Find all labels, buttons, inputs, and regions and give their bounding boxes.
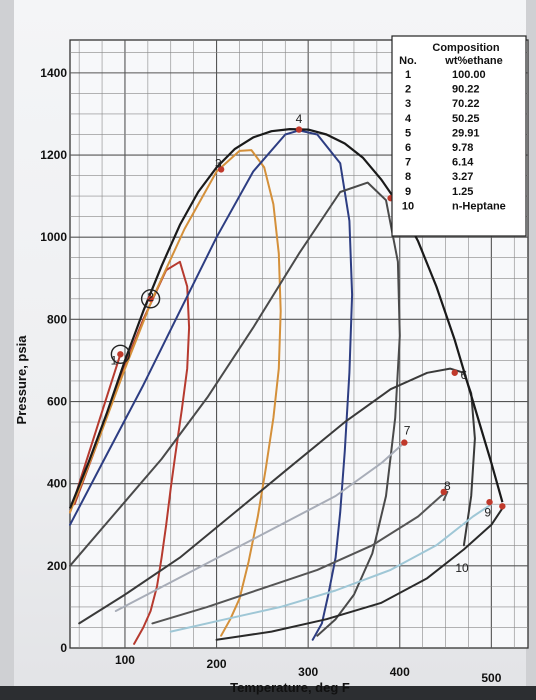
critical-point: [486, 498, 493, 506]
x-tick-label: 200: [207, 657, 227, 671]
y-tick-label: 1400: [40, 66, 67, 80]
curve-label: 8: [444, 479, 451, 493]
x-axis-label: Temperature, deg F: [230, 680, 350, 695]
legend-col-no: No.: [399, 55, 417, 67]
x-tick-labels: 100 200 300 400 500: [115, 653, 502, 685]
legend-title: Composition: [432, 42, 499, 54]
legend-row-value: 1.25: [452, 186, 473, 198]
legend-row-value: 3.27: [452, 171, 473, 183]
legend-row-value: 50.25: [452, 113, 480, 125]
critical-points: [110, 126, 506, 510]
curve-label: 4: [296, 112, 303, 126]
y-tick-label: 0: [60, 641, 67, 655]
x-tick-label: 400: [390, 665, 410, 679]
legend-row-no: 3: [405, 98, 411, 110]
y-tick-label: 600: [47, 395, 67, 409]
critical-point: [295, 126, 303, 133]
curve-label: 2: [147, 290, 154, 304]
legend-row-no: 1: [405, 69, 411, 81]
series-4-curve: [69, 129, 354, 641]
curve-label: 10: [455, 561, 469, 575]
monitor-bezel-right: [526, 0, 536, 700]
curve-label: 1: [111, 354, 118, 368]
series-7-curve: [114, 441, 406, 612]
legend-row-no: 7: [405, 157, 411, 169]
legend-row-no: 9: [405, 186, 411, 198]
legend-box: [391, 35, 527, 237]
x-tick-label: 100: [115, 653, 135, 667]
series-6-curve: [78, 367, 476, 625]
legend-row-no: 4: [405, 113, 412, 125]
series-5-curve: [69, 181, 401, 637]
curve-label: 9: [484, 506, 491, 520]
y-tick-label: 200: [47, 559, 67, 573]
critical-point-ring: [110, 344, 131, 364]
y-tick-label: 1000: [40, 230, 67, 244]
critical-point-ring: [140, 289, 161, 309]
critical-point: [499, 503, 506, 510]
y-tick-label: 800: [47, 312, 67, 326]
legend: Composition No. wt%ethane 1 100.00 2 90.22 3…: [391, 35, 527, 237]
monitor-bezel-left: [0, 0, 14, 700]
y-tick-label: 400: [47, 477, 67, 491]
y-tick-label: 1200: [40, 148, 67, 162]
critical-point: [451, 369, 458, 376]
legend-row-value: 70.22: [452, 98, 480, 110]
curves: [68, 128, 504, 645]
curve-label: 3: [215, 156, 222, 170]
x-tick-label: 300: [298, 665, 318, 679]
legend-row-no: 2: [405, 84, 411, 96]
legend-row-no: 8: [405, 171, 411, 183]
critical-point: [401, 439, 408, 446]
legend-row-value: 6.14: [452, 157, 474, 169]
legend-row-value: 90.22: [452, 84, 480, 96]
critical-point: [147, 295, 154, 303]
legend-row-value: 29.91: [452, 127, 480, 139]
y-tick-labels: 0 200 400 600 800 1000 1200 1400: [40, 66, 67, 655]
legend-row-no: 5: [405, 127, 411, 139]
critical-locus-envelope: [68, 128, 504, 509]
series-9-curve: [169, 503, 493, 633]
legend-row-value: 9.78: [452, 142, 473, 154]
legend-row-value: n-Heptane: [452, 200, 506, 212]
critical-point: [440, 488, 447, 496]
monitor-bezel-bottom: [0, 686, 536, 700]
legend-col-value: wt%ethane: [444, 55, 502, 67]
critical-point: [117, 351, 124, 358]
legend-row-no: 6: [405, 142, 411, 154]
critical-point: [217, 166, 225, 173]
legend-row-value: 100.00: [452, 69, 486, 81]
y-axis-label: Pressure, psia: [14, 335, 29, 425]
series-3-curve: [69, 149, 282, 637]
curve-label: 6: [461, 368, 468, 382]
series-10-curve: [215, 507, 504, 641]
x-tick-label: 500: [481, 671, 501, 685]
legend-rows: 1 100.00 2 90.22 3 70.22 4 50.25 5 29.91 6 9.78 7 6.1…: [402, 69, 506, 212]
curve-label: 7: [404, 423, 411, 437]
legend-row-no: 10: [402, 200, 414, 212]
